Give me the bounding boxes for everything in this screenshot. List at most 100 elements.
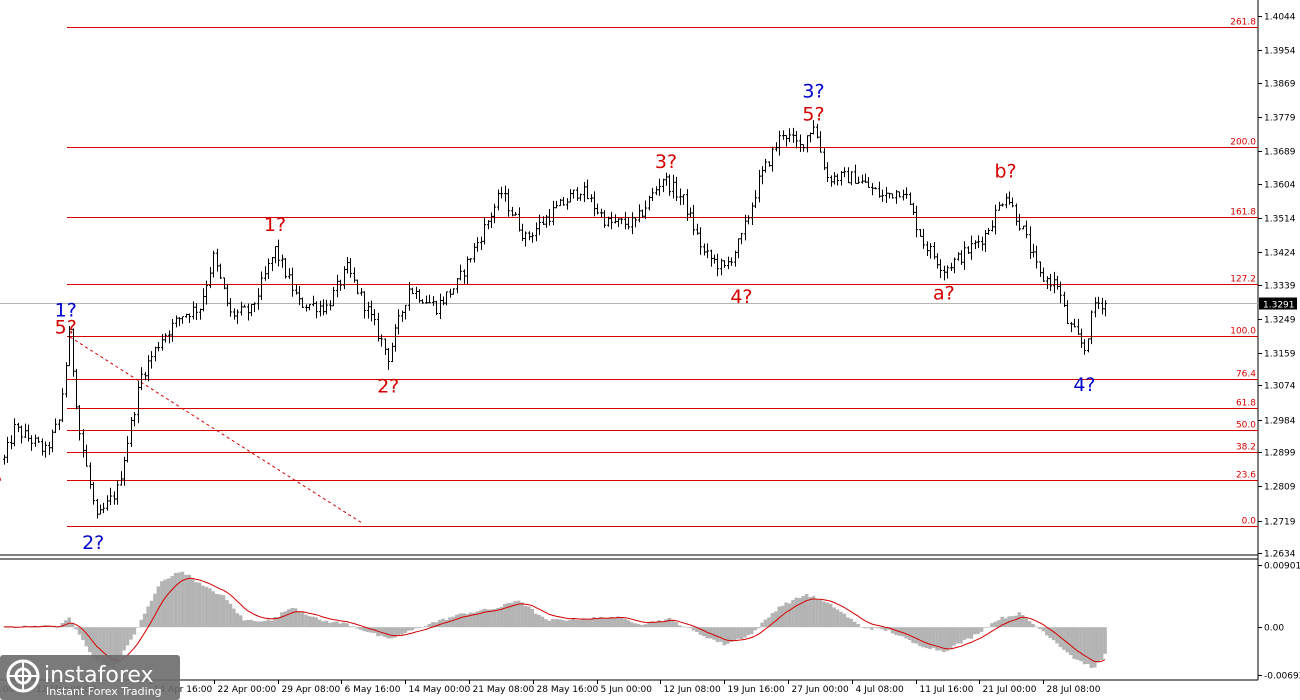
- price-tick-5: 1.3604: [1264, 181, 1296, 191]
- candle-196: [675, 176, 678, 201]
- macd-bar-43: [149, 600, 154, 628]
- candle-154: [531, 232, 534, 243]
- candle-284: [977, 235, 980, 248]
- macd-bar-314: [1079, 627, 1083, 662]
- macd-bar-219: [753, 627, 757, 631]
- candle-109: [377, 312, 380, 342]
- macd-bar-45: [156, 586, 161, 628]
- macd-bar-60: [208, 588, 212, 628]
- candle-35: [123, 456, 126, 486]
- wave-labels: ?1?5?2?1?2?3?4?3?5?a?b?4?: [0, 81, 1096, 554]
- macd-bar-110: [379, 627, 384, 636]
- candle-45: [157, 341, 160, 352]
- candle-10: [37, 436, 40, 444]
- macd-bar-131: [451, 616, 456, 628]
- candle-316: [1087, 338, 1090, 353]
- candle-269: [926, 241, 929, 257]
- candle-240: [826, 162, 829, 183]
- candle-150: [518, 207, 521, 232]
- candle-104: [360, 287, 363, 296]
- candle-119: [411, 287, 414, 295]
- price-tick-16: 1.2634: [1264, 550, 1296, 560]
- macd-bar-94: [324, 620, 329, 628]
- macd-bar-175: [602, 617, 607, 628]
- macd-tick-2: -0.00692: [1264, 672, 1300, 682]
- time-tick-8: 12 Jun 08:00: [664, 685, 721, 695]
- candle-304: [1046, 276, 1049, 289]
- macd-bar-194: [667, 617, 672, 628]
- macd-bar-76: [262, 621, 267, 628]
- time-tick-3: 6 May 16:00: [345, 685, 401, 695]
- time-tick-0: 14 Apr 16:00: [154, 685, 213, 695]
- candle-215: [740, 232, 743, 245]
- candle-306: [1053, 271, 1056, 294]
- candle-237: [816, 123, 819, 139]
- macd-bar-303: [1041, 627, 1046, 632]
- wave-label-1: 1?: [55, 299, 77, 321]
- candle-163: [562, 196, 565, 206]
- candle-230: [792, 127, 795, 143]
- candle-47: [164, 333, 167, 343]
- candle-308: [1059, 281, 1062, 304]
- candle-75: [260, 271, 263, 301]
- macd-bar-179: [616, 616, 620, 628]
- candle-297: [1022, 225, 1025, 230]
- candle-149: [514, 211, 517, 216]
- macd-bar-80: [276, 617, 281, 628]
- candle-4: [17, 422, 20, 433]
- macd-bar-113: [389, 627, 394, 639]
- candle-293: [1008, 191, 1011, 205]
- macd-bar-116: [400, 627, 404, 635]
- macd-bar-8: [29, 627, 34, 628]
- macd-bar-34: [118, 627, 123, 658]
- time-axis: 14 Apr 16:00 22 Apr 00:00 29 Apr 08:00 6 Ma…: [0, 680, 1101, 695]
- macd-bar-280: [962, 627, 967, 640]
- candle-223: [768, 161, 771, 167]
- macd-bar-234: [804, 593, 809, 628]
- candle-89: [308, 304, 311, 311]
- macd-bar-320: [1099, 627, 1104, 660]
- macd-bar-228: [784, 602, 788, 628]
- candle-271: [933, 241, 936, 260]
- candle-305: [1049, 273, 1052, 291]
- macd-bar-32: [112, 627, 116, 669]
- macd-bar-235: [808, 596, 812, 628]
- candle-193: [665, 172, 668, 186]
- candle-256: [881, 189, 884, 202]
- macd-bar-281: [966, 627, 970, 639]
- candle-57: [199, 308, 202, 320]
- candle-260: [895, 190, 898, 204]
- macd-bar-120: [413, 627, 418, 629]
- macd-bar-189: [650, 621, 655, 628]
- candle-62: [216, 248, 219, 272]
- candle-108: [373, 309, 376, 326]
- macd-bar-86: [297, 611, 301, 628]
- macd-bar-56: [194, 582, 198, 628]
- candle-228: [785, 135, 788, 147]
- candle-43: [150, 351, 153, 369]
- candle-211: [727, 256, 730, 270]
- candle-195: [672, 174, 675, 199]
- candle-276: [950, 262, 953, 271]
- macd-bar-239: [822, 601, 826, 628]
- macd-bar-220: [756, 627, 761, 629]
- macd-bar-229: [787, 603, 792, 628]
- macd-bar-88: [304, 614, 308, 628]
- candle-67: [233, 308, 236, 320]
- macd-bar-186: [640, 624, 644, 628]
- candle-202: [696, 223, 699, 235]
- candle-37: [130, 417, 133, 447]
- panel-frames: [0, 0, 1259, 681]
- fib-label-8: 38.2: [1236, 443, 1256, 453]
- candle-274: [943, 265, 946, 281]
- macd-bar-230: [791, 600, 795, 628]
- macd-bar-190: [654, 622, 658, 628]
- macd-bar-147: [506, 603, 511, 628]
- fib-label-6: 61.8: [1236, 399, 1256, 409]
- candle-249: [857, 176, 860, 184]
- macd-bar-209: [719, 627, 723, 642]
- macd-bar-119: [410, 627, 414, 631]
- candle-6: [24, 423, 27, 438]
- candle-20: [72, 328, 75, 377]
